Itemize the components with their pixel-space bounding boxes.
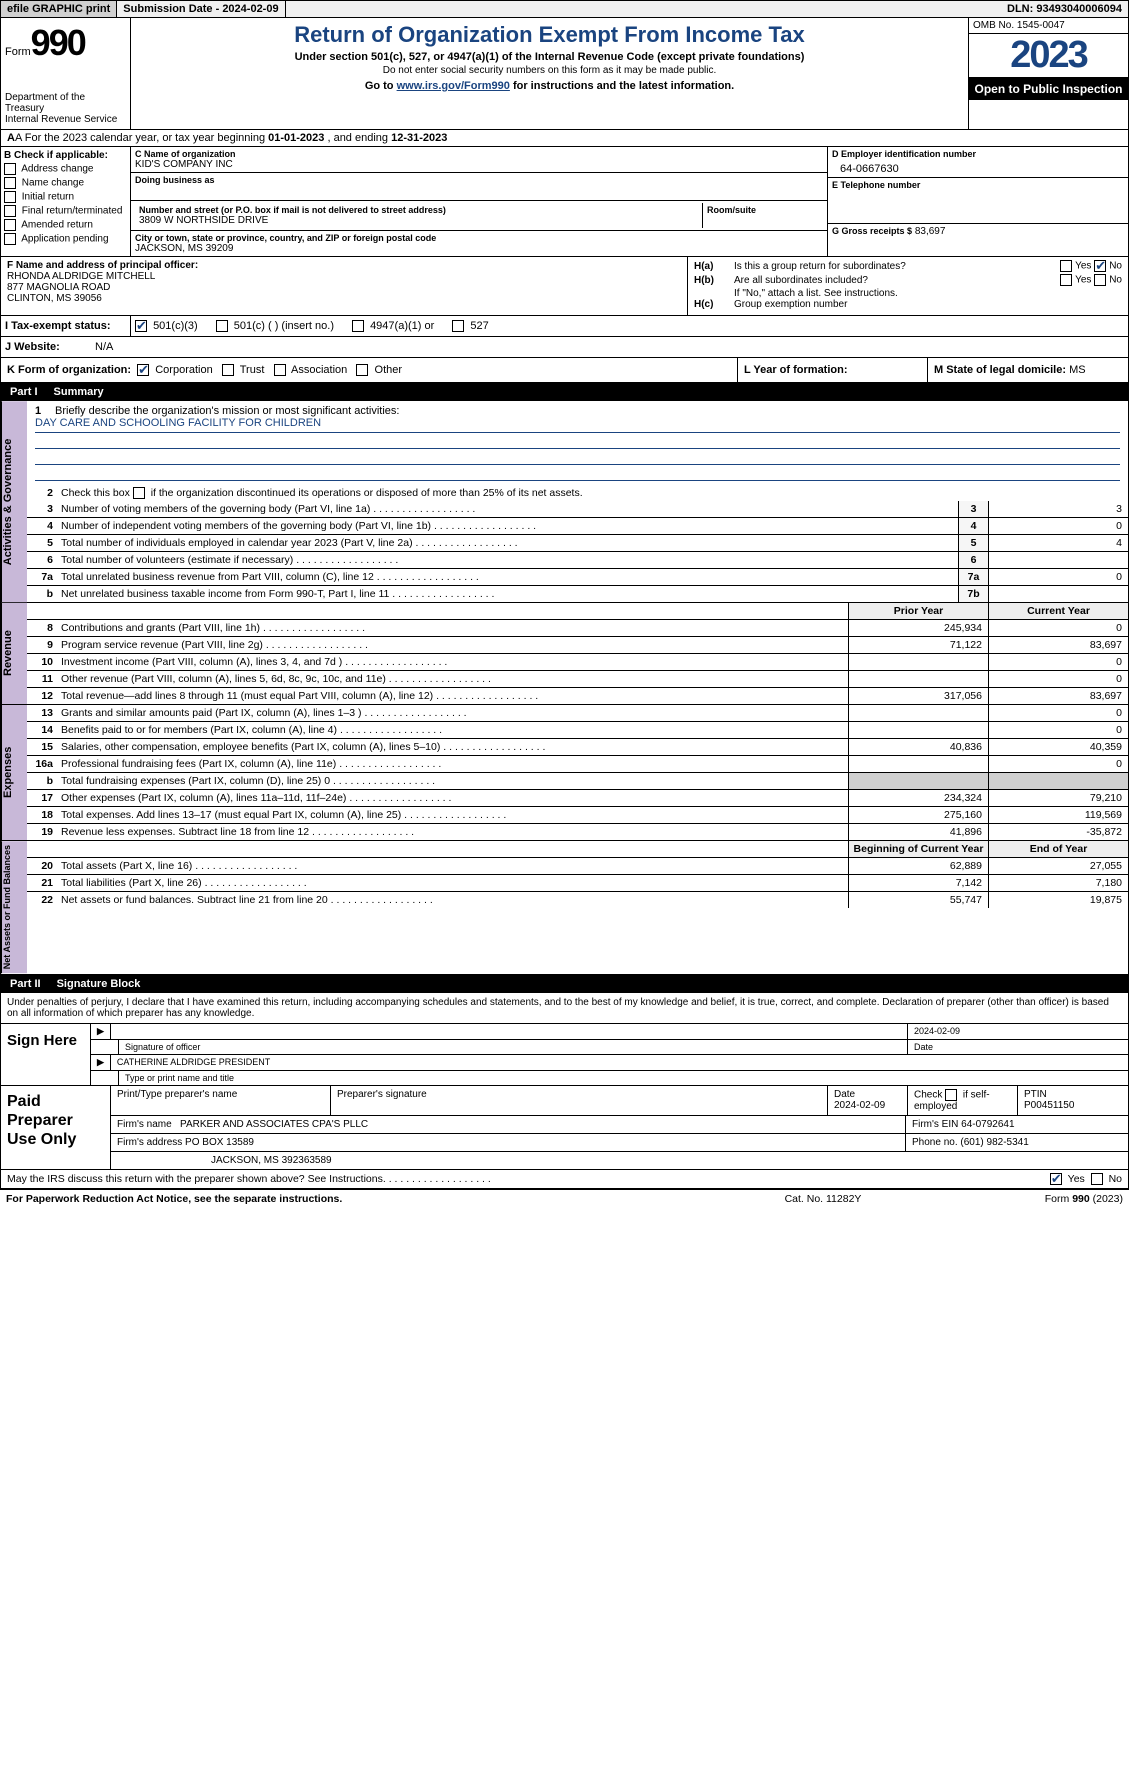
501c-checkbox[interactable] [216, 320, 228, 332]
submission-date: Submission Date - 2024-02-09 [117, 1, 285, 17]
column-f-officer: F Name and address of principal officer:… [1, 257, 688, 315]
part-i-header: Part ISummary [0, 383, 1129, 401]
colb-checkbox[interactable] [4, 177, 16, 189]
assoc-checkbox[interactable] [274, 364, 286, 376]
form-header: Form990 Department of the Treasury Inter… [0, 18, 1129, 130]
open-inspection: Open to Public Inspection [969, 78, 1128, 100]
form990-link[interactable]: www.irs.gov/Form990 [397, 80, 510, 92]
part-ii-header: Part IISignature Block [0, 975, 1129, 993]
website-value: N/A [91, 337, 117, 357]
firm-phone: (601) 982-5341 [960, 1137, 1028, 1148]
tax-year: 2023 [969, 34, 1128, 78]
row-i-tax-status: I Tax-exempt status: 501(c)(3) 501(c) ( … [0, 316, 1129, 337]
irs-discuss-row: May the IRS discuss this return with the… [0, 1170, 1129, 1189]
arrow-icon: ▶ [91, 1024, 111, 1039]
top-toolbar: efile GRAPHIC print Submission Date - 20… [0, 0, 1129, 18]
colb-checkbox[interactable] [4, 233, 16, 245]
revenue-section: Revenue Prior YearCurrent Year 8Contribu… [0, 603, 1129, 705]
ha-yes-checkbox[interactable] [1060, 260, 1072, 272]
row-j-website: J Website: N/A [0, 337, 1129, 358]
mission-text: DAY CARE AND SCHOOLING FACILITY FOR CHIL… [35, 417, 1120, 433]
paid-preparer-block: Paid Preparer Use Only Print/Type prepar… [0, 1086, 1129, 1170]
subtitle-1: Under section 501(c), 527, or 4947(a)(1)… [135, 51, 964, 63]
org-city: JACKSON, MS 39209 [135, 243, 823, 254]
subtitle-2: Do not enter social security numbers on … [135, 65, 964, 76]
row-klm: K Form of organization: Corporation Trus… [0, 358, 1129, 383]
discontinued-checkbox[interactable] [133, 487, 145, 499]
ptin: P00451150 [1024, 1100, 1122, 1111]
omb-number: OMB No. 1545-0047 [969, 18, 1128, 34]
hb-yes-checkbox[interactable] [1060, 274, 1072, 286]
ein: 64-0667630 [832, 159, 1124, 175]
efile-label[interactable]: efile GRAPHIC print [1, 1, 117, 17]
form-number: 990 [31, 22, 85, 63]
dln: DLN: 93493040006094 [1001, 1, 1128, 17]
officer-name: RHONDA ALDRIDGE MITCHELL [7, 271, 681, 282]
net-assets-section: Net Assets or Fund Balances Beginning of… [0, 841, 1129, 974]
colb-checkbox[interactable] [4, 163, 16, 175]
gov-tab: Activities & Governance [1, 401, 27, 602]
activities-governance-section: Activities & Governance 1Briefly describ… [0, 401, 1129, 603]
line-a-tax-year: AA For the 2023 calendar year, or tax ye… [0, 130, 1129, 147]
goto-instructions: Go to www.irs.gov/Form990 for instructio… [135, 80, 964, 92]
arrow-icon: ▶ [91, 1055, 111, 1070]
column-h-group: H(a)Is this a group return for subordina… [688, 257, 1128, 315]
ha-no-checkbox[interactable] [1094, 260, 1106, 272]
form-label: Form [5, 46, 31, 58]
column-c-org-info: C Name of organizationKID'S COMPANY INC … [131, 147, 828, 256]
colb-checkbox[interactable] [4, 205, 16, 217]
sign-here-block: Sign Here ▶2024-02-09 Signature of offic… [0, 1024, 1129, 1086]
discuss-no-checkbox[interactable] [1091, 1173, 1103, 1185]
hb-no-checkbox[interactable] [1094, 274, 1106, 286]
expenses-section: Expenses 13Grants and similar amounts pa… [0, 705, 1129, 841]
org-name: KID'S COMPANY INC [135, 159, 823, 170]
501c3-checkbox[interactable] [135, 320, 147, 332]
colb-checkbox[interactable] [4, 191, 16, 203]
gross-receipts: 83,697 [915, 226, 946, 237]
officer-name-title: CATHERINE ALDRIDGE PRESIDENT [111, 1055, 1128, 1070]
other-checkbox[interactable] [356, 364, 368, 376]
rev-tab: Revenue [1, 603, 27, 704]
firm-ein: 64-0792641 [961, 1119, 1014, 1130]
firm-name: PARKER AND ASSOCIATES CPA'S PLLC [180, 1119, 368, 1130]
trust-checkbox[interactable] [222, 364, 234, 376]
page-footer: For Paperwork Reduction Act Notice, see … [0, 1189, 1129, 1208]
527-checkbox[interactable] [452, 320, 464, 332]
column-b-checkboxes: B Check if applicable: Address change Na… [1, 147, 131, 256]
treasury-dept: Department of the Treasury Internal Reve… [5, 92, 126, 125]
4947-checkbox[interactable] [352, 320, 364, 332]
exp-tab: Expenses [1, 705, 27, 840]
sign-date: 2024-02-09 [908, 1024, 1128, 1039]
net-tab: Net Assets or Fund Balances [1, 841, 27, 973]
corp-checkbox[interactable] [137, 364, 149, 376]
form-title: Return of Organization Exempt From Incom… [135, 22, 964, 48]
colb-checkbox[interactable] [4, 219, 16, 231]
self-employed-checkbox[interactable] [945, 1089, 957, 1101]
discuss-yes-checkbox[interactable] [1050, 1173, 1062, 1185]
perjury-declaration: Under penalties of perjury, I declare th… [0, 993, 1129, 1024]
org-address: 3809 W NORTHSIDE DRIVE [139, 215, 698, 226]
column-de: D Employer identification number64-06676… [828, 147, 1128, 256]
